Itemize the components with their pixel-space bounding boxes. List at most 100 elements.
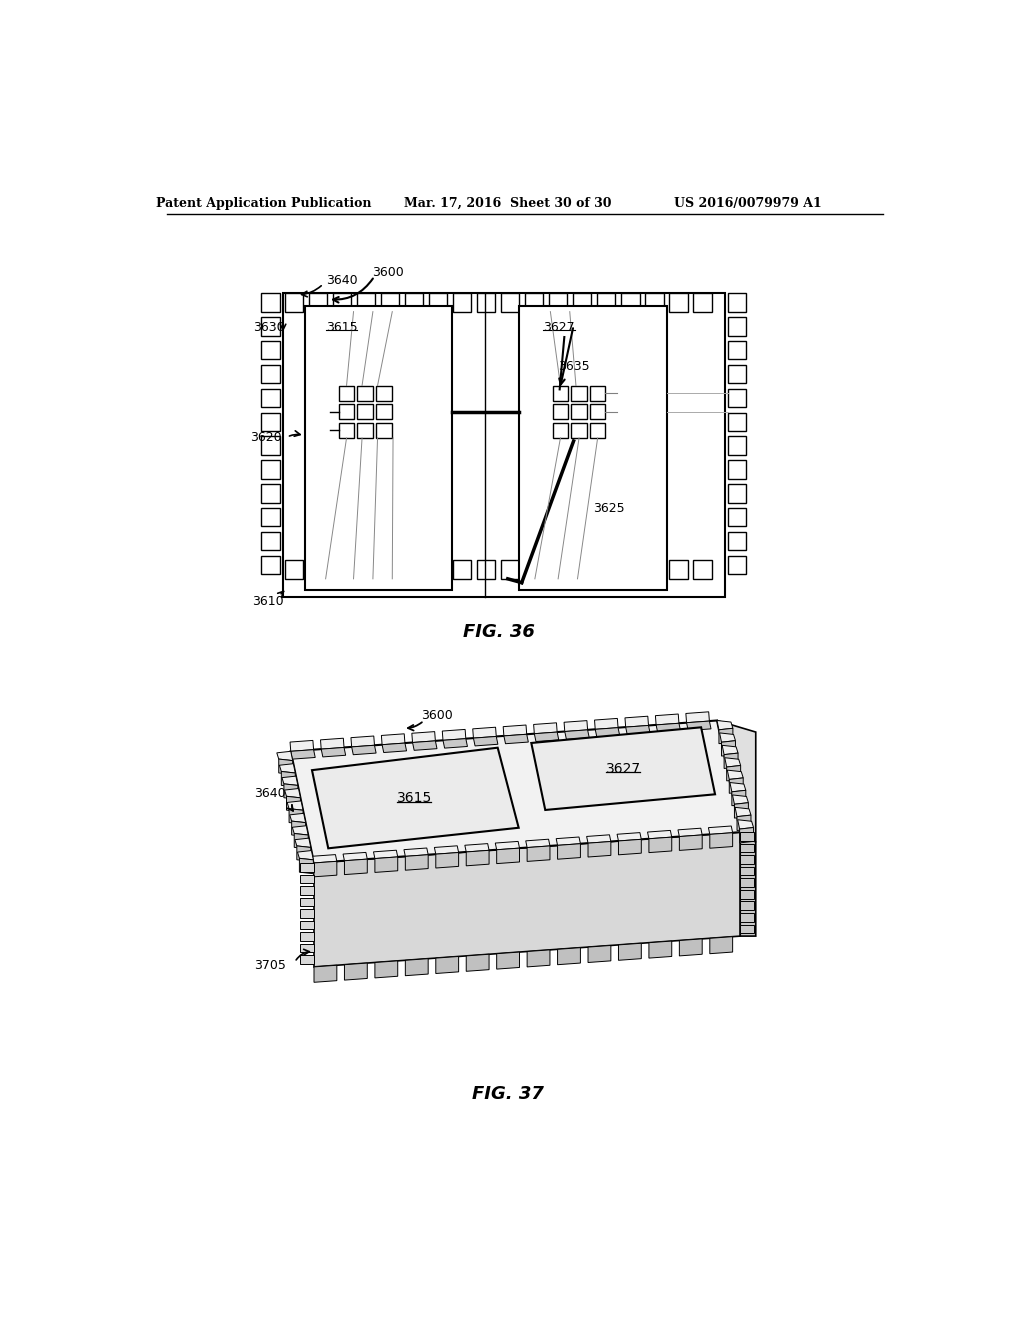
Bar xyxy=(553,385,568,401)
Polygon shape xyxy=(740,902,755,909)
Bar xyxy=(261,341,280,359)
Polygon shape xyxy=(656,723,681,733)
Polygon shape xyxy=(497,952,519,969)
Polygon shape xyxy=(558,843,581,859)
Bar xyxy=(333,293,351,312)
Polygon shape xyxy=(287,796,300,812)
Polygon shape xyxy=(558,948,581,965)
Polygon shape xyxy=(618,944,641,961)
Bar xyxy=(404,293,423,312)
Bar xyxy=(333,561,351,579)
Polygon shape xyxy=(300,956,314,964)
Bar xyxy=(376,404,391,420)
Text: 3635: 3635 xyxy=(558,360,590,372)
Polygon shape xyxy=(314,965,337,982)
Polygon shape xyxy=(717,721,733,730)
Bar xyxy=(357,404,373,420)
Polygon shape xyxy=(679,836,702,850)
Polygon shape xyxy=(466,954,489,972)
Text: 3627: 3627 xyxy=(543,321,574,334)
Polygon shape xyxy=(740,855,755,863)
Bar xyxy=(305,306,452,590)
Polygon shape xyxy=(276,751,293,760)
Polygon shape xyxy=(527,846,550,862)
Polygon shape xyxy=(740,832,755,841)
Bar xyxy=(597,293,615,312)
Text: 3615: 3615 xyxy=(396,792,432,805)
Polygon shape xyxy=(300,909,314,917)
Polygon shape xyxy=(443,739,467,748)
Text: Patent Application Publication: Patent Application Publication xyxy=(156,197,372,210)
Bar xyxy=(477,561,496,579)
Polygon shape xyxy=(351,737,375,747)
Polygon shape xyxy=(595,718,618,729)
Bar xyxy=(728,532,746,550)
Polygon shape xyxy=(290,813,305,822)
Polygon shape xyxy=(678,828,702,837)
Polygon shape xyxy=(436,853,459,869)
Bar xyxy=(376,385,391,401)
Polygon shape xyxy=(647,830,672,838)
Bar xyxy=(501,293,519,312)
Polygon shape xyxy=(719,729,733,743)
Polygon shape xyxy=(292,821,305,837)
Polygon shape xyxy=(473,727,497,738)
Polygon shape xyxy=(300,886,314,895)
Polygon shape xyxy=(374,850,397,858)
Polygon shape xyxy=(655,714,679,725)
Bar xyxy=(285,293,303,312)
Polygon shape xyxy=(595,727,620,737)
Polygon shape xyxy=(294,833,308,849)
Bar xyxy=(571,422,587,438)
Polygon shape xyxy=(375,961,397,978)
Polygon shape xyxy=(732,795,749,804)
Polygon shape xyxy=(381,734,404,744)
Bar xyxy=(728,317,746,335)
Polygon shape xyxy=(292,826,308,836)
Bar xyxy=(571,404,587,420)
Text: 3610: 3610 xyxy=(252,594,284,607)
Bar xyxy=(429,561,447,579)
Bar xyxy=(645,293,664,312)
Bar xyxy=(261,412,280,430)
Bar xyxy=(572,561,592,579)
Bar xyxy=(376,422,391,438)
Polygon shape xyxy=(724,754,738,768)
Polygon shape xyxy=(730,783,745,792)
Polygon shape xyxy=(740,878,755,887)
Polygon shape xyxy=(735,808,751,817)
Bar xyxy=(339,385,354,401)
Polygon shape xyxy=(722,741,735,756)
Bar xyxy=(261,364,280,383)
Polygon shape xyxy=(710,937,732,953)
Polygon shape xyxy=(300,863,314,871)
Polygon shape xyxy=(375,857,397,873)
Bar xyxy=(339,422,354,438)
Bar xyxy=(453,561,471,579)
Polygon shape xyxy=(382,743,407,752)
Bar xyxy=(308,293,328,312)
Polygon shape xyxy=(531,727,715,810)
Polygon shape xyxy=(729,777,743,793)
Polygon shape xyxy=(442,730,466,741)
Bar xyxy=(553,422,568,438)
Polygon shape xyxy=(343,853,368,861)
Polygon shape xyxy=(625,717,648,727)
Polygon shape xyxy=(344,964,368,979)
Text: 3640: 3640 xyxy=(254,787,286,800)
Text: Mar. 17, 2016  Sheet 30 of 30: Mar. 17, 2016 Sheet 30 of 30 xyxy=(404,197,611,210)
Bar xyxy=(572,293,592,312)
Polygon shape xyxy=(564,721,588,731)
Polygon shape xyxy=(436,957,459,974)
Bar xyxy=(597,561,615,579)
Bar xyxy=(728,437,746,455)
Polygon shape xyxy=(740,843,755,853)
Text: 3600: 3600 xyxy=(421,709,453,722)
Polygon shape xyxy=(300,944,314,953)
Polygon shape xyxy=(710,833,732,849)
Polygon shape xyxy=(406,958,428,975)
Polygon shape xyxy=(297,846,310,862)
Bar xyxy=(381,561,399,579)
Polygon shape xyxy=(732,791,745,805)
Polygon shape xyxy=(686,721,711,730)
